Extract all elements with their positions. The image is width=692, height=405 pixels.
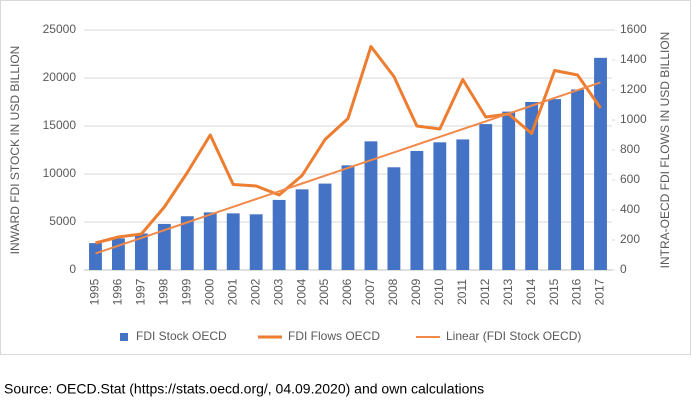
y-tick-label: 10000 xyxy=(43,166,77,180)
bar xyxy=(134,233,148,270)
bar xyxy=(89,243,102,270)
bar xyxy=(364,141,378,270)
y2-tick-label: 0 xyxy=(620,262,627,276)
y-axis-title: INWARD FDI STOCK IN USD BILLION xyxy=(8,46,22,255)
x-tick-label: 2015 xyxy=(547,278,561,305)
bar xyxy=(456,139,470,270)
x-tick-label: 1999 xyxy=(179,278,193,305)
x-tick-label: 1995 xyxy=(88,278,102,305)
bar xyxy=(594,57,607,271)
bar xyxy=(272,199,286,270)
x-tick-label: 2007 xyxy=(363,278,377,305)
y-tick-label: 25000 xyxy=(43,22,77,36)
y-tick-label: 5000 xyxy=(49,214,76,228)
x-tick-label: 1998 xyxy=(157,278,171,305)
legend-label: Linear (FDI Stock OECD) xyxy=(446,329,581,343)
y2-tick-label: 400 xyxy=(620,202,640,216)
bar xyxy=(571,89,584,271)
x-tick-label: 1997 xyxy=(134,278,148,305)
x-tick-label: 2014 xyxy=(524,278,538,305)
x-tick-label: 2005 xyxy=(317,278,331,305)
y2-tick-label: 600 xyxy=(620,172,640,186)
bar xyxy=(203,212,217,270)
bar xyxy=(387,167,401,270)
x-tick-label: 2016 xyxy=(570,278,584,305)
bar xyxy=(295,189,309,270)
x-tick-label: 2001 xyxy=(225,278,239,305)
bar xyxy=(318,183,332,270)
y2-tick-label: 1400 xyxy=(620,52,647,66)
x-tick-label: 2000 xyxy=(202,278,216,305)
x-tick-label: 2004 xyxy=(294,278,308,305)
source-note: Source: OECD.Stat (https://stats.oecd.or… xyxy=(4,381,484,397)
bar xyxy=(226,213,240,270)
y-tick-label: 15000 xyxy=(43,118,77,132)
bar xyxy=(180,216,194,270)
x-tick-label: 2013 xyxy=(501,278,515,305)
y-tick-label: 0 xyxy=(69,262,76,276)
legend-label: FDI Stock OECD xyxy=(136,329,227,343)
bar xyxy=(433,142,447,270)
x-tick-label: 2010 xyxy=(432,278,446,305)
x-tick-label: 1996 xyxy=(111,278,125,305)
x-tick-label: 2002 xyxy=(248,278,262,305)
x-tick-label: 2017 xyxy=(593,278,607,305)
bar xyxy=(479,124,493,270)
y2-tick-label: 1200 xyxy=(620,82,647,96)
legend-swatch xyxy=(120,333,128,341)
bar xyxy=(548,99,562,271)
y2-tick-label: 800 xyxy=(620,142,640,156)
y2-tick-label: 1000 xyxy=(620,112,647,126)
line-series xyxy=(95,81,601,255)
y2-tick-label: 1600 xyxy=(620,22,647,36)
bar xyxy=(525,102,539,270)
x-tick-label: 2012 xyxy=(478,278,492,305)
bar xyxy=(341,165,355,270)
line-series xyxy=(95,45,602,245)
bar xyxy=(249,214,263,270)
x-tick-label: 2003 xyxy=(271,278,285,305)
y2-tick-label: 200 xyxy=(620,232,640,246)
bar xyxy=(157,223,171,270)
bar xyxy=(112,238,125,270)
x-tick-label: 2006 xyxy=(340,278,354,305)
y-tick-label: 20000 xyxy=(43,70,77,84)
y2-axis-title: INTRA-OECD FDI FLOWS IN USD BILLION xyxy=(658,32,672,269)
bar xyxy=(410,150,424,270)
x-tick-label: 2008 xyxy=(386,278,400,305)
legend-label: FDI Flows OECD xyxy=(288,329,380,343)
x-tick-label: 2011 xyxy=(455,279,469,305)
x-tick-label: 2009 xyxy=(409,278,423,305)
bar xyxy=(502,111,516,270)
